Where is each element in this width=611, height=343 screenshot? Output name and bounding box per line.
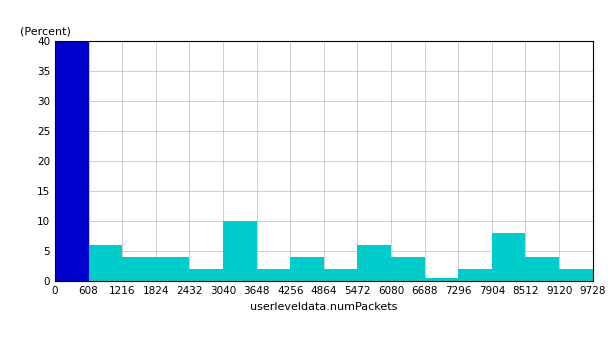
Bar [189,269,223,281]
X-axis label: userleveldata.numPackets: userleveldata.numPackets [250,302,398,312]
Bar [391,257,425,281]
Bar [559,269,593,281]
Bar [357,245,391,281]
Bar [492,233,525,281]
Bar [324,269,357,281]
Bar [89,245,122,281]
Bar [425,278,458,281]
Bar [55,41,89,281]
Bar [156,257,189,281]
Bar [525,257,559,281]
Text: (Percent): (Percent) [20,26,71,36]
Bar [223,221,257,281]
Bar [458,269,492,281]
Bar [257,269,290,281]
Bar [290,257,324,281]
Bar [122,257,156,281]
